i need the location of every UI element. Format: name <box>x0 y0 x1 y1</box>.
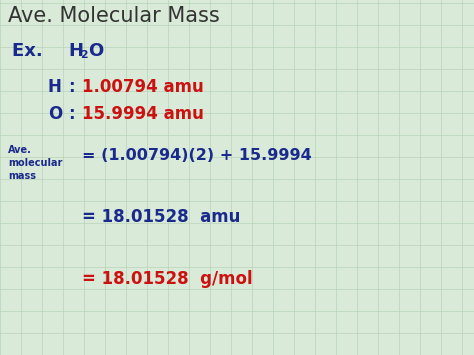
Text: H: H <box>68 42 83 60</box>
Text: H: H <box>48 78 62 96</box>
Text: 15.9994 amu: 15.9994 amu <box>82 105 204 123</box>
Text: 2: 2 <box>80 50 88 60</box>
Text: Ex.: Ex. <box>12 42 55 60</box>
Text: :: : <box>68 105 74 123</box>
Text: :: : <box>68 78 74 96</box>
Text: 1.00794 amu: 1.00794 amu <box>82 78 204 96</box>
Text: Ave. Molecular Mass: Ave. Molecular Mass <box>8 6 220 26</box>
Text: O: O <box>88 42 103 60</box>
Text: = 18.01528  g/mol: = 18.01528 g/mol <box>82 270 253 288</box>
Text: = 18.01528  amu: = 18.01528 amu <box>82 208 240 226</box>
Text: Ave.
molecular
mass: Ave. molecular mass <box>8 145 63 181</box>
Text: O: O <box>48 105 62 123</box>
Text: = (1.00794)(2) + 15.9994: = (1.00794)(2) + 15.9994 <box>82 148 312 163</box>
